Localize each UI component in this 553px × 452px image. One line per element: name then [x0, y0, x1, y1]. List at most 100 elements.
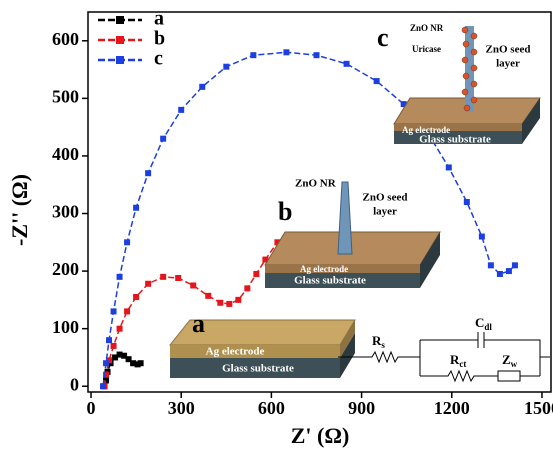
y-tick-label: 300 — [52, 202, 79, 222]
data-point — [110, 342, 117, 349]
data-point — [274, 239, 281, 246]
x-tick-label: 900 — [348, 398, 375, 418]
inset-c: Ag electrode Glass substrate ZnO NR Uric… — [377, 23, 541, 146]
data-point — [205, 292, 212, 299]
inset-b: Ag electrode Glass substrate ZnO NR ZnO … — [264, 178, 441, 288]
data-point — [116, 325, 123, 332]
glass-side — [522, 98, 540, 144]
legend-marker — [116, 36, 124, 44]
data-point — [103, 371, 110, 378]
data-point — [313, 52, 320, 59]
uricase-dots — [461, 26, 478, 112]
resistor-rct — [420, 369, 498, 383]
data-point — [134, 361, 141, 368]
circuit-label: Cdl — [475, 315, 492, 332]
symbol: R — [372, 333, 382, 348]
ag-label: Ag electrode — [300, 264, 348, 274]
circuit-label: Rct — [450, 352, 466, 369]
legend-label: c — [154, 48, 163, 70]
data-point — [445, 164, 452, 171]
seed-label: ZnO seed — [363, 192, 408, 204]
ag-front — [394, 124, 522, 131]
data-point — [106, 337, 113, 344]
seed-label: layer — [373, 206, 397, 218]
data-point — [505, 268, 512, 275]
data-point — [190, 282, 197, 289]
inset-a: Ag electrode Glass substrate a — [168, 309, 356, 378]
y-tick-label: 200 — [52, 259, 79, 279]
data-point — [463, 199, 470, 205]
nanorod — [465, 26, 474, 112]
data-point — [253, 270, 260, 277]
data-point — [487, 262, 494, 269]
seed-label: ZnO seed — [486, 44, 531, 56]
ag-side — [340, 320, 355, 358]
subscript: ct — [459, 359, 466, 369]
data-point — [244, 285, 251, 292]
ag-front — [265, 265, 420, 273]
legend-marker — [116, 56, 124, 64]
wire — [484, 339, 541, 376]
y-tick-label: 100 — [52, 317, 79, 337]
data-point — [116, 351, 123, 358]
subscript: dl — [484, 322, 492, 332]
glass-side — [340, 333, 355, 378]
seed-label: layer — [496, 58, 520, 70]
data-point — [145, 280, 152, 287]
legend-label: a — [154, 8, 164, 30]
glass-label: Glass substrate — [222, 363, 294, 375]
data-point — [160, 273, 167, 280]
data-point — [511, 262, 518, 269]
glass-front — [170, 358, 340, 378]
warburg — [497, 370, 521, 382]
data-point — [217, 299, 224, 306]
ag-front — [170, 345, 340, 358]
data-point — [199, 83, 206, 90]
glass-side — [420, 232, 440, 288]
data-point — [121, 352, 128, 359]
data-point — [496, 270, 503, 277]
uricase-label: Uricase — [412, 44, 441, 54]
seed-layer — [264, 231, 441, 266]
x-tick-label: 600 — [258, 398, 285, 418]
inset-letter: b — [278, 197, 292, 226]
data-point — [110, 308, 117, 315]
data-point — [137, 360, 144, 367]
data-point — [130, 360, 137, 367]
data-point — [478, 233, 485, 240]
data-point — [145, 170, 152, 177]
symbol: C — [475, 315, 484, 330]
legend-label: b — [154, 28, 165, 50]
zno-nr-label: ZnO NR — [410, 23, 444, 33]
glass-label: Glass substrate — [419, 134, 491, 146]
x-tick-label: 300 — [168, 398, 195, 418]
legend-marker — [116, 16, 124, 24]
subscript: w — [511, 359, 518, 369]
glass-front — [394, 131, 522, 144]
y-tick-label: 400 — [52, 144, 79, 164]
circuit-label: Zw — [502, 352, 518, 369]
symbol: Z — [502, 352, 511, 367]
circuit-label: Rs — [372, 333, 385, 350]
data-point — [133, 294, 140, 300]
data-point — [116, 273, 123, 280]
data-point — [400, 101, 407, 108]
data-point — [178, 106, 185, 113]
inset-letter: a — [192, 309, 205, 338]
data-point — [100, 383, 107, 390]
data-point — [133, 204, 140, 211]
symbol: R — [450, 352, 460, 367]
x-tick-label: 1200 — [434, 398, 470, 418]
y-tick-label: 600 — [52, 29, 79, 49]
data-point — [262, 256, 269, 263]
data-point — [112, 354, 119, 361]
data-point — [343, 60, 350, 67]
glass-label: Glass substrate — [294, 275, 366, 287]
data-point — [223, 63, 230, 70]
data-point — [124, 239, 131, 246]
y-axis-title: -Z'' (Ω) — [7, 174, 32, 246]
data-point — [226, 300, 233, 307]
plot-area: 0300600900120015000100200300400500600abc — [52, 8, 553, 419]
